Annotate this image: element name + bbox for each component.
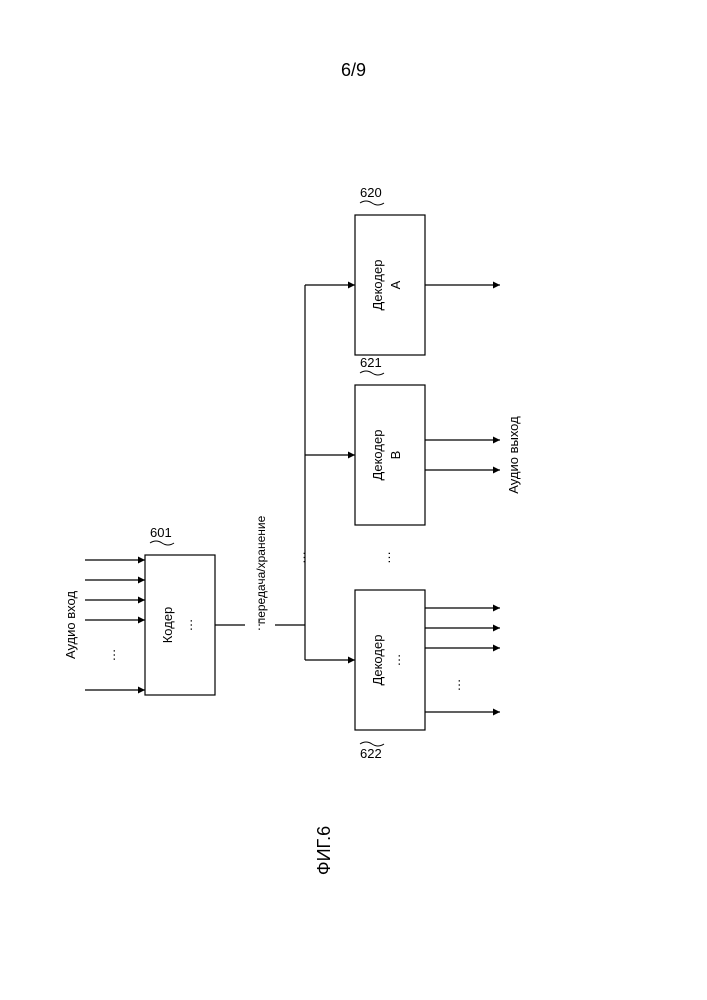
svg-text:Декодер: Декодер bbox=[370, 260, 385, 311]
svg-text:…: … bbox=[293, 551, 308, 564]
svg-text:…: … bbox=[378, 551, 393, 564]
svg-text:Кодер: Кодер bbox=[160, 607, 175, 644]
svg-text:Декодер: Декодер bbox=[370, 635, 385, 686]
svg-text:Аудио вход: Аудио вход bbox=[63, 591, 78, 659]
svg-text:622: 622 bbox=[360, 746, 382, 761]
svg-text:Декодер: Декодер bbox=[370, 430, 385, 481]
svg-text:A: A bbox=[388, 280, 403, 289]
encoder-decoder-diagram: Кодер…601…Аудио вход…передача/хранение…Д… bbox=[0, 0, 707, 1000]
svg-text:…: … bbox=[448, 679, 463, 692]
svg-text:передача/хранение: передача/хранение bbox=[254, 515, 268, 624]
svg-text:621: 621 bbox=[360, 355, 382, 370]
figure-caption: ФИГ.6 bbox=[314, 826, 335, 875]
svg-text:…: … bbox=[103, 649, 118, 662]
svg-text:Аудио выход: Аудио выход bbox=[506, 416, 521, 494]
svg-text:B: B bbox=[388, 451, 403, 460]
svg-text:620: 620 bbox=[360, 185, 382, 200]
svg-text:…: … bbox=[180, 619, 195, 632]
svg-text:…: … bbox=[388, 654, 403, 667]
svg-text:601: 601 bbox=[150, 525, 172, 540]
